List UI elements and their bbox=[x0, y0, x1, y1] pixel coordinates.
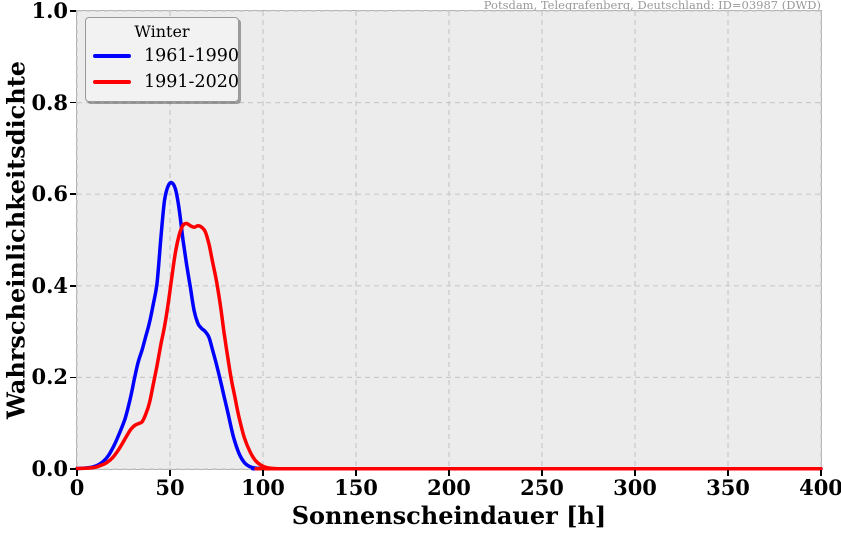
plot-area: Winter 1961-1990 1991-2020 bbox=[75, 10, 823, 471]
x-tick-label: 250 bbox=[520, 475, 564, 500]
y-tick-mark bbox=[70, 376, 76, 379]
x-tick-label: 350 bbox=[706, 475, 750, 500]
x-tick-label: 200 bbox=[427, 475, 471, 500]
y-tick-mark bbox=[70, 101, 76, 104]
y-axis-label: Wahrscheinlichkeitsdichte bbox=[1, 60, 31, 420]
x-tick-mark bbox=[169, 470, 171, 476]
x-tick-mark bbox=[448, 470, 450, 476]
series-line-1991-2020 bbox=[75, 221, 823, 471]
y-tick-label: 0.4 bbox=[31, 272, 68, 298]
legend-title: Winter bbox=[134, 22, 190, 41]
y-tick-mark bbox=[70, 10, 76, 12]
x-tick-label: 0 bbox=[69, 475, 85, 500]
x-tick-mark bbox=[634, 470, 636, 476]
x-tick-label: 50 bbox=[155, 475, 185, 500]
legend-entry: 1991-2020 bbox=[86, 69, 239, 95]
x-axis-label: Sonnenscheindauer [h] bbox=[291, 501, 607, 530]
x-tick-label: 400 bbox=[799, 475, 841, 500]
x-tick-mark bbox=[262, 470, 264, 476]
y-tick-mark bbox=[70, 193, 76, 195]
x-tick-mark bbox=[76, 470, 78, 476]
x-tick-label: 150 bbox=[334, 475, 378, 500]
x-tick-mark bbox=[727, 470, 729, 476]
x-tick-label: 300 bbox=[613, 475, 657, 500]
y-tick-label: 0.2 bbox=[31, 364, 68, 390]
chart-canvas bbox=[75, 10, 823, 471]
x-tick-label: 100 bbox=[241, 475, 285, 500]
x-tick-mark bbox=[541, 470, 543, 476]
x-tick-mark bbox=[820, 470, 822, 476]
y-tick-label: 0.6 bbox=[31, 181, 68, 207]
legend-entry-label: 1961-1990 bbox=[144, 46, 239, 66]
legend: Winter 1961-1990 1991-2020 bbox=[85, 17, 239, 102]
y-tick-mark bbox=[70, 468, 76, 470]
y-tick-label: 1.0 bbox=[31, 0, 68, 23]
station-annotation: Potsdam, Telegrafenberg, Deutschland: ID… bbox=[483, 0, 821, 12]
x-tick-mark bbox=[355, 470, 357, 476]
legend-entry: 1961-1990 bbox=[86, 43, 239, 69]
legend-entry-label: 1991-2020 bbox=[144, 72, 239, 92]
series-line-1961-1990 bbox=[75, 180, 823, 471]
y-tick-label: 0.8 bbox=[31, 89, 68, 115]
legend-line-swatch bbox=[93, 80, 131, 84]
y-tick-mark bbox=[70, 285, 76, 287]
legend-line-swatch bbox=[93, 54, 131, 58]
legend-rows: 1961-1990 1991-2020 bbox=[86, 43, 239, 95]
y-tick-label: 0.0 bbox=[31, 456, 68, 481]
